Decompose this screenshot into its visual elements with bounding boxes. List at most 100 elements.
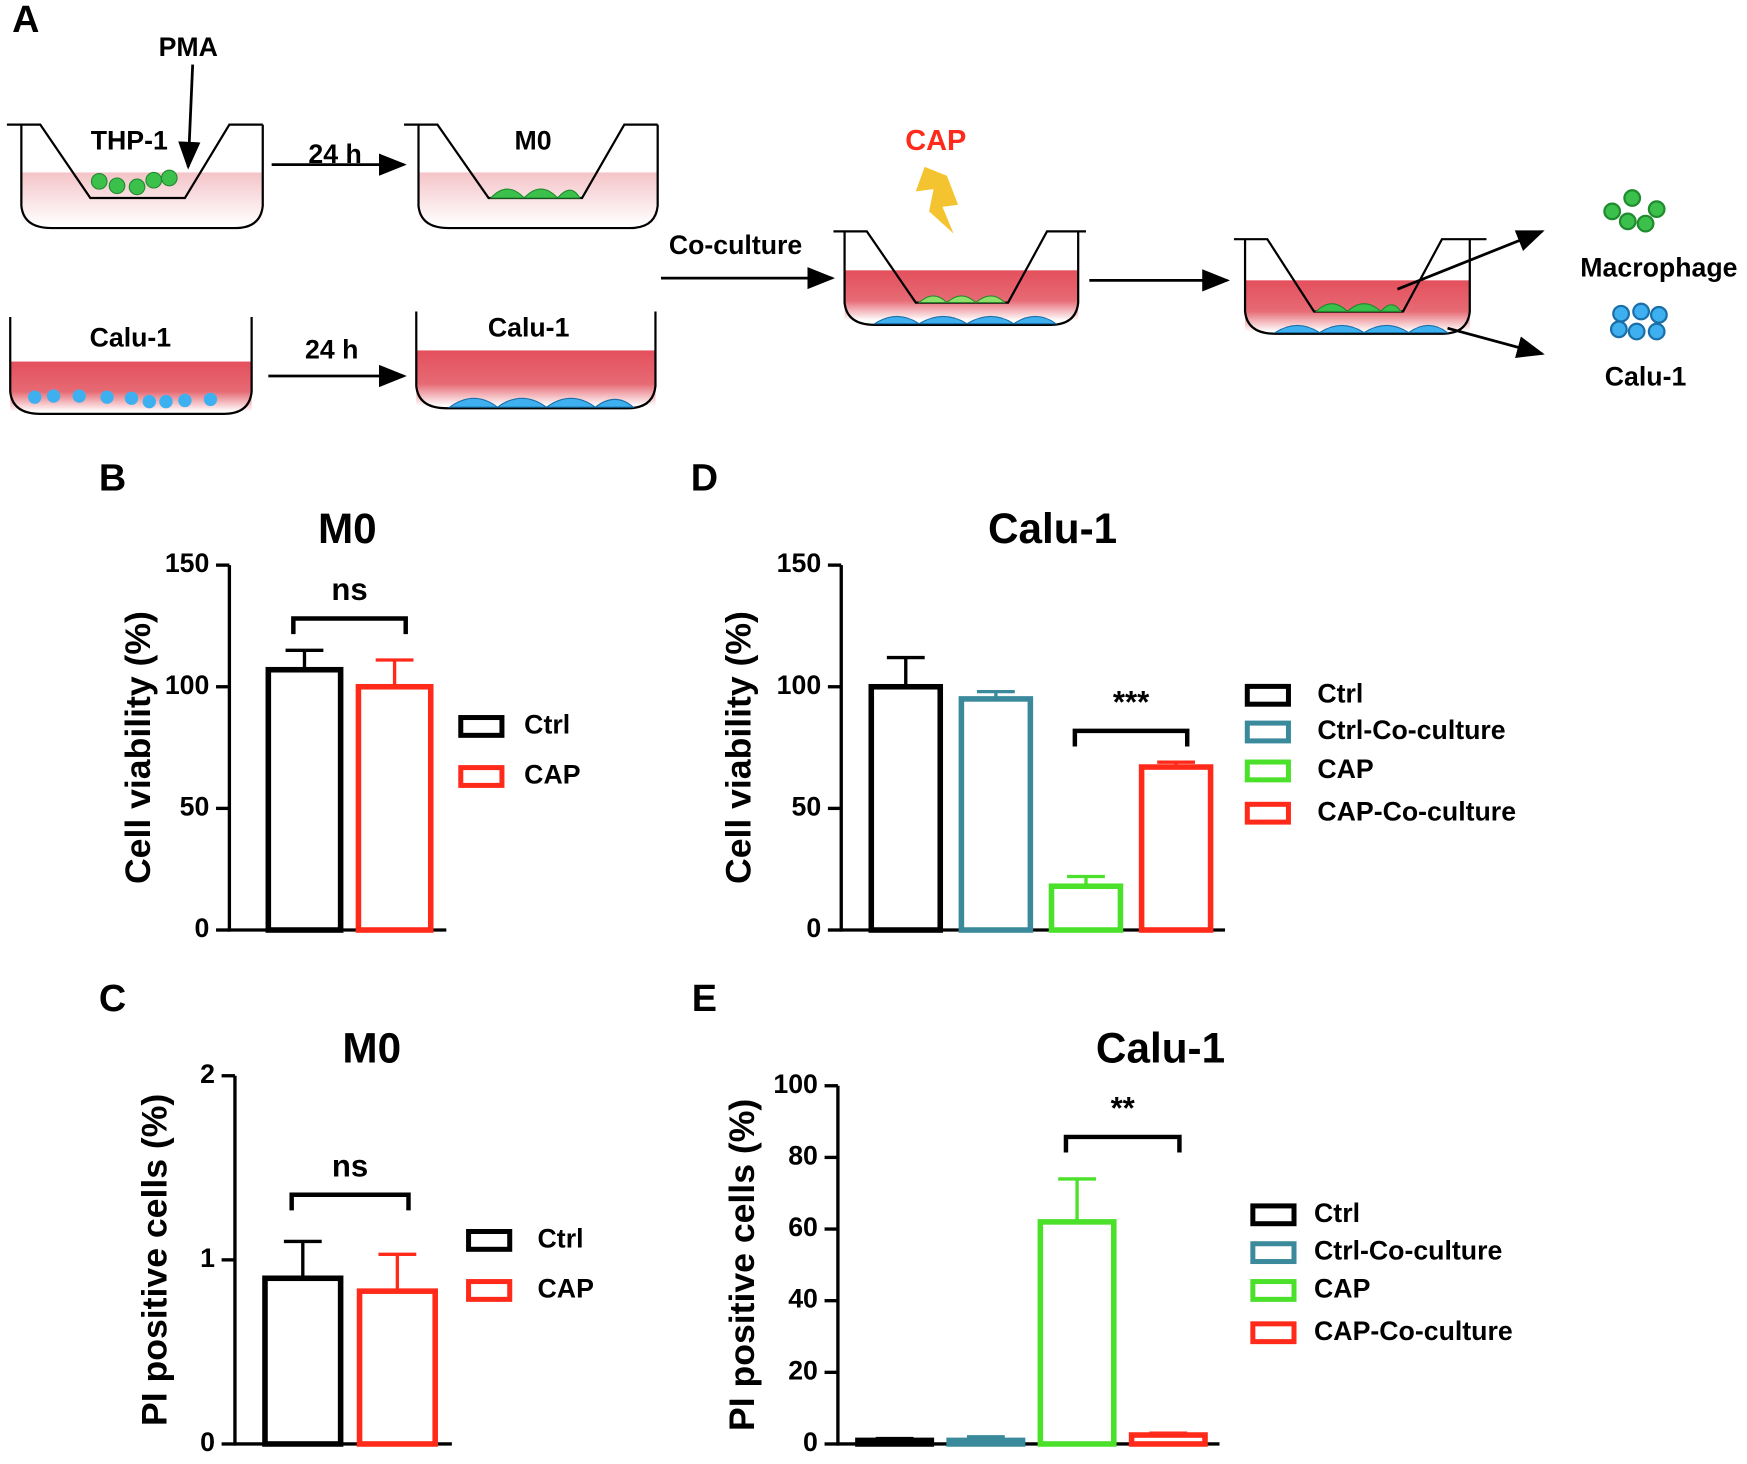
legend-label: CAP-Co-culture	[1314, 1316, 1513, 1346]
significance-bracket	[1072, 728, 1190, 747]
arrow	[1447, 326, 1545, 358]
legend-swatch	[458, 765, 505, 788]
legend-label: CAP	[524, 760, 580, 790]
y-axis-label: PI positive cells (%)	[722, 1099, 762, 1431]
bar	[946, 1437, 1026, 1447]
y-tick-label: 100	[165, 670, 210, 700]
cells	[1314, 303, 1402, 313]
lightning	[915, 166, 959, 234]
y-axis-label: PI positive cells (%)	[134, 1094, 174, 1426]
y-tick-label: 0	[806, 913, 821, 943]
y-tick-label: 150	[777, 548, 822, 578]
label: M0	[515, 125, 552, 155]
label: Calu-1	[90, 322, 172, 352]
error-bar	[375, 658, 414, 687]
legend-label: Ctrl-Co-culture	[1317, 715, 1505, 745]
arrow	[178, 64, 201, 170]
legend-swatch	[1244, 801, 1291, 825]
insert	[6, 123, 263, 200]
y-tick-label: 40	[788, 1284, 818, 1314]
panel-label: B	[99, 458, 126, 500]
error-bar	[285, 648, 324, 670]
label: Macrophage	[1580, 252, 1737, 282]
chart-title: M0	[342, 1024, 401, 1071]
legend-label: Ctrl-Co-culture	[1314, 1236, 1502, 1266]
dish	[843, 231, 1080, 326]
significance-bracket	[291, 616, 408, 635]
error-bar	[1157, 760, 1196, 768]
legend-swatch	[1250, 1241, 1297, 1265]
y-tick-label: 1	[200, 1243, 215, 1273]
legend-label: CAP	[1317, 754, 1373, 784]
label: 24 h	[308, 139, 361, 169]
cells	[90, 169, 178, 196]
y-tick-label: 60	[788, 1212, 818, 1242]
legend-swatch	[1244, 759, 1291, 783]
significance-label: ns	[332, 1148, 368, 1183]
legend-swatch	[1250, 1279, 1297, 1302]
legend-label: Ctrl	[1317, 678, 1363, 708]
error-bar	[1149, 1431, 1188, 1436]
panel-label: C	[99, 978, 126, 1020]
bar	[265, 666, 344, 933]
label: PMA	[159, 32, 218, 62]
error-bar	[1058, 1177, 1096, 1222]
label: Calu-1	[1605, 361, 1687, 391]
label: CAP	[905, 125, 966, 157]
y-tick-label: 0	[200, 1427, 215, 1457]
bar	[1128, 1432, 1208, 1447]
y-tick-label: 0	[803, 1427, 818, 1457]
dish	[417, 124, 659, 230]
cells	[917, 295, 1007, 304]
legend-label: Ctrl	[524, 709, 570, 739]
legend-swatch	[466, 1228, 513, 1252]
y-tick-label: 0	[195, 913, 210, 943]
error-bar	[283, 1239, 322, 1279]
panel-label: D	[691, 458, 718, 500]
y-axis-label: Cell viability (%)	[118, 611, 158, 884]
arrow	[1396, 230, 1545, 291]
cells	[1273, 324, 1450, 334]
cells	[1603, 189, 1666, 233]
bar	[958, 696, 1034, 933]
error-bar	[886, 655, 925, 687]
y-tick-label: 80	[788, 1140, 818, 1170]
significance-label: **	[1111, 1090, 1136, 1125]
significance-bracket	[1063, 1134, 1182, 1153]
error-bar	[378, 1252, 417, 1292]
error-bar	[966, 1435, 1005, 1441]
legend-label: CAP-Co-culture	[1317, 796, 1516, 826]
error-bar	[875, 1436, 914, 1441]
cells	[1609, 302, 1668, 341]
bar	[1138, 764, 1214, 933]
panel-label: A	[12, 0, 39, 41]
y-tick-label: 2	[200, 1059, 215, 1089]
bar	[855, 1437, 935, 1447]
legend-swatch	[1244, 683, 1291, 707]
legend-label: CAP	[538, 1274, 594, 1304]
bar	[1037, 1219, 1117, 1447]
y-axis-label: Cell viability (%)	[719, 611, 759, 884]
y-tick-label: 50	[180, 791, 210, 821]
legend-label: Ctrl	[1314, 1198, 1360, 1228]
dish	[415, 311, 657, 410]
dish	[20, 124, 264, 230]
panel-label: E	[692, 978, 717, 1020]
bar	[1048, 883, 1124, 933]
chart-title: Calu-1	[988, 505, 1117, 552]
chart-title: M0	[318, 505, 377, 552]
cells	[28, 389, 218, 409]
bar	[356, 1288, 438, 1447]
dish	[1243, 239, 1471, 335]
label: Calu-1	[488, 312, 570, 342]
significance-label: ns	[331, 572, 367, 607]
error-bar	[976, 689, 1015, 699]
bar	[355, 683, 434, 933]
y-tick-label: 20	[788, 1355, 818, 1385]
label: 24 h	[305, 335, 358, 365]
significance-label: ***	[1113, 684, 1150, 719]
medium	[416, 350, 656, 407]
panel-a: A PMA THP-1 24 h M0 Calu-1 24 h Calu-1 C…	[6, 0, 1737, 415]
legend-swatch	[1244, 720, 1291, 744]
